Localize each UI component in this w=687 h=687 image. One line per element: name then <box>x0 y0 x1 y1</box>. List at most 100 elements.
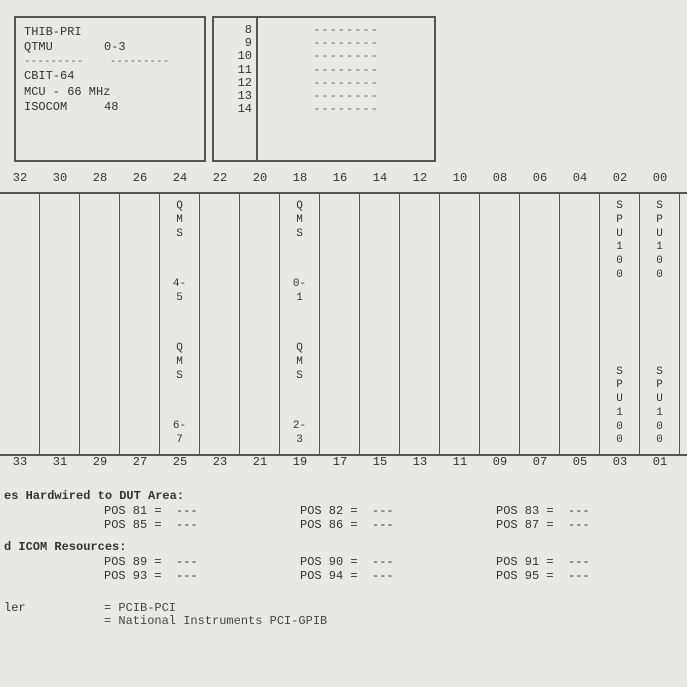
slot-06 <box>520 194 560 454</box>
col-footer: 15 <box>360 456 400 469</box>
col-footer: 33 <box>0 456 40 469</box>
pos-entry: POS 91 = --- <box>496 556 646 569</box>
pos-entry: POS 85 = --- <box>104 519 254 532</box>
col-footer: 17 <box>320 456 360 469</box>
col-footer: 27 <box>120 456 160 469</box>
footer-label: ler <box>4 602 64 628</box>
col-footer: 07 <box>520 456 560 469</box>
col-footer: 21 <box>240 456 280 469</box>
slot-label: 2-3 <box>293 420 306 448</box>
info-box: THIB-PRI QTMU 0-3 --------- --------- CB… <box>14 16 206 162</box>
col-header: 04 <box>560 172 600 192</box>
top-header-row: 3230282624222018161412100806040200 <box>0 172 687 192</box>
slot-22 <box>200 194 240 454</box>
slot-area: 3230282624222018161412100806040200 QMS4-… <box>0 172 687 469</box>
col-footer: 05 <box>560 456 600 469</box>
slot-10 <box>440 194 480 454</box>
slot-24: QMS4-5QMS6-7 <box>160 194 200 454</box>
slot-12 <box>400 194 440 454</box>
slot-label: QMS <box>176 200 183 241</box>
dash: --------- <box>24 56 83 68</box>
thib-label: THIB-PRI <box>24 26 94 39</box>
col-footer: 11 <box>440 456 480 469</box>
col-header: 08 <box>480 172 520 192</box>
rownum: 12 <box>214 77 252 90</box>
pos-entry: POS 90 = --- <box>300 556 450 569</box>
slot-16 <box>320 194 360 454</box>
slot-label: QMS <box>296 342 303 383</box>
col-footer: 29 <box>80 456 120 469</box>
col-header: 00 <box>640 172 680 192</box>
slot-label: SPU100 <box>616 200 623 283</box>
slot-08 <box>480 194 520 454</box>
col-header: 12 <box>400 172 440 192</box>
col-footer: 01 <box>640 456 680 469</box>
col-footer: 03 <box>600 456 640 469</box>
slot-18: QMS 0-1 QMS 2-3 <box>280 194 320 454</box>
pos-row: POS 85 = --- POS 86 = --- POS 87 = --- <box>104 519 684 532</box>
col-footer: 25 <box>160 456 200 469</box>
pos-entry: POS 83 = --- <box>496 505 646 518</box>
bottom-header-row: 3331292725232119171513110907050301 <box>0 456 687 469</box>
bottom-section: es Hardwired to DUT Area: POS 81 = ---PO… <box>0 482 687 629</box>
pos-entry: POS 93 = --- <box>104 570 254 583</box>
slot-grid: QMS4-5QMS6-7QMS0-1QMS2-3SPU100SPU100SPU1… <box>0 192 687 456</box>
slot-label: SPU100 <box>616 366 623 449</box>
col-header: 16 <box>320 172 360 192</box>
qtmu-label: QTMU <box>24 41 94 54</box>
pos-row: POS 93 = ---POS 94 = ---POS 95 = --- <box>104 570 684 583</box>
col-header: 10 <box>440 172 480 192</box>
slot-label: QMS <box>176 342 183 383</box>
slot-label: SPU100 <box>656 366 663 449</box>
col-footer: 23 <box>200 456 240 469</box>
col-header: 18 <box>280 172 320 192</box>
slot-label: 6-7 <box>173 420 186 448</box>
terminal-screen: THIB-PRI QTMU 0-3 --------- --------- CB… <box>0 0 687 687</box>
slot-32 <box>0 194 40 454</box>
cbit-label: CBIT-64 <box>24 70 94 83</box>
icom-heading: d ICOM Resources: <box>4 541 684 554</box>
dash-line: -------- <box>266 50 426 63</box>
dash-line: -------- <box>266 103 426 116</box>
rownum: 10 <box>214 50 252 63</box>
slot-02: SPU100 SPU100 <box>600 194 640 454</box>
slot-label: 0-1 <box>293 278 306 306</box>
pos-row: POS 81 = --- POS 82 = --- POS 83 = --- <box>104 505 684 518</box>
isocom-label: ISOCOM <box>24 101 94 114</box>
col-header: 26 <box>120 172 160 192</box>
isocom-value: 48 <box>104 101 118 114</box>
qtmu-value: 0-3 <box>104 41 126 54</box>
slot-20 <box>240 194 280 454</box>
dash-line: -------- <box>266 64 426 77</box>
pos-entry: POS 82 = --- <box>300 505 450 518</box>
col-header: 30 <box>40 172 80 192</box>
dash-box: -------- -------- -------- -------- ----… <box>256 16 436 162</box>
mcu-label: MCU - 66 MHz <box>24 86 144 99</box>
dash: --------- <box>110 56 169 68</box>
col-header: 32 <box>0 172 40 192</box>
col-footer: 13 <box>400 456 440 469</box>
row-number-box: 8 9 10 11 12 13 14 <box>212 16 258 162</box>
pos-row: POS 89 = --- POS 90 = --- POS 91 = --- <box>104 556 684 569</box>
pos-entry: POS 81 = --- <box>104 505 254 518</box>
pos-entry: POS 89 = --- <box>104 556 254 569</box>
col-header: 20 <box>240 172 280 192</box>
pos-entry: POS 95 = --- <box>496 570 646 583</box>
rownum: 14 <box>214 103 252 116</box>
col-header: 22 <box>200 172 240 192</box>
dash-line: -------- <box>266 77 426 90</box>
slot-04 <box>560 194 600 454</box>
col-footer: 31 <box>40 456 80 469</box>
pos-entry: POS 87 = --- <box>496 519 646 532</box>
hardwired-heading: es Hardwired to DUT Area: <box>4 490 684 503</box>
slot-14 <box>360 194 400 454</box>
col-header: 28 <box>80 172 120 192</box>
slot-label: SPU100 <box>656 200 663 283</box>
slot-label: QMS <box>296 200 303 241</box>
rownum: 11 <box>214 64 252 77</box>
pos-entry: POS 86 = --- <box>300 519 450 532</box>
footer-eq2: = National Instruments PCI-GPIB <box>104 615 327 628</box>
slot-28 <box>80 194 120 454</box>
col-footer: 09 <box>480 456 520 469</box>
col-header: 02 <box>600 172 640 192</box>
